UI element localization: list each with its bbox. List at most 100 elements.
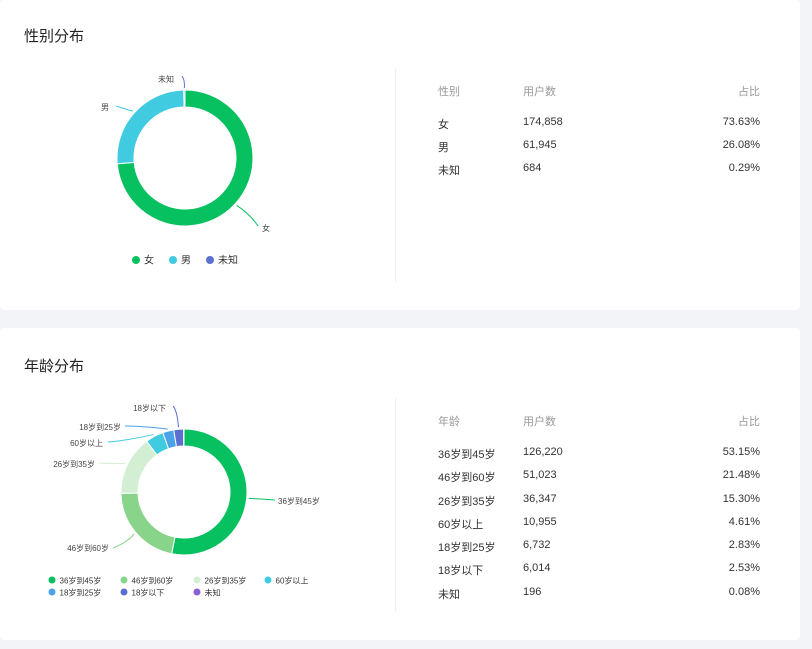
table-row: 26岁到35岁 36,347 15.30% bbox=[438, 493, 760, 516]
age-cell-label: 60岁以上 bbox=[438, 518, 484, 531]
gender-header-cell: 用户数 bbox=[523, 86, 556, 98]
legend-dot-icon bbox=[193, 588, 201, 596]
callout-line bbox=[115, 105, 134, 112]
age-divider bbox=[395, 398, 396, 612]
callout-label: 18岁到25岁 bbox=[79, 422, 121, 432]
gender-cell-count: 61,945 bbox=[523, 139, 557, 151]
callout-label: 18岁以下 bbox=[133, 403, 166, 413]
age-cell-pct: 15.30% bbox=[722, 492, 760, 505]
age-title: 年龄分布 bbox=[24, 358, 85, 375]
age-cell-count: 126,220 bbox=[523, 446, 563, 458]
age-cell-count: 36,347 bbox=[523, 492, 557, 505]
age-cell-count: 51,023 bbox=[523, 469, 557, 482]
table-row: 46岁到60岁 51,023 21.48% bbox=[438, 469, 760, 492]
donut-slice-0[interactable] bbox=[116, 89, 254, 227]
legend-label: 18岁到25岁 bbox=[60, 588, 102, 598]
age-table: 年龄 用户数 占比 36岁到45岁 126,220 53.15% 46岁到60岁 51,023… bbox=[438, 413, 760, 609]
callout-line bbox=[248, 497, 276, 501]
donut-slice-2[interactable] bbox=[183, 89, 186, 108]
gender-card: 性别分布 女男未知女男未知 性别 用户数 占比女 174,858 73.63% 男 61,9… bbox=[0, 0, 800, 310]
legend-label: 36岁到45岁 bbox=[60, 576, 102, 586]
legend-dot-icon bbox=[206, 256, 214, 264]
donut-slice-0[interactable] bbox=[171, 428, 248, 556]
gender-cell-pct: 73.63% bbox=[722, 116, 760, 128]
donut-slice-1[interactable] bbox=[116, 89, 185, 165]
legend-dot-icon bbox=[193, 576, 201, 584]
gender-title: 性别分布 bbox=[24, 28, 85, 45]
legend-label: 46岁到60岁 bbox=[132, 576, 174, 586]
legend-label: 18岁以下 bbox=[132, 588, 165, 598]
callout-line bbox=[107, 434, 154, 443]
legend-label: 男 bbox=[181, 255, 191, 267]
callout-label: 36岁到45岁 bbox=[278, 496, 320, 506]
age-cell-pct: 0.08% bbox=[728, 585, 760, 598]
callout-label: 女 bbox=[262, 223, 270, 233]
legend-label: 60岁以上 bbox=[276, 576, 309, 586]
age-card: 年龄分布 36岁到45岁 46岁到60岁 26岁到35岁 60岁以上 18岁到25岁 18… bbox=[0, 328, 800, 640]
callout-label: 46岁到60岁 bbox=[67, 543, 109, 553]
legend-item[interactable]: 46岁到60岁 bbox=[120, 576, 174, 586]
callout-label: 未知 bbox=[158, 74, 174, 84]
legend-dot-icon bbox=[169, 256, 177, 264]
gender-donut-chart: 女男未知女男未知 bbox=[101, 74, 270, 267]
callout-line bbox=[181, 75, 185, 89]
legend-item[interactable]: 男 bbox=[169, 255, 191, 267]
age-cell-pct: 2.53% bbox=[728, 562, 760, 575]
table-row: 18岁到25岁 6,732 2.83% bbox=[438, 539, 760, 562]
legend-dot-icon bbox=[48, 576, 56, 584]
age-cell-label: 18岁以下 bbox=[438, 565, 484, 578]
gender-cell-count: 684 bbox=[523, 162, 542, 174]
table-row: 男 61,945 26.08% bbox=[438, 139, 760, 162]
age-cell-label: 46岁到60岁 bbox=[438, 472, 496, 485]
callout-label: 26岁到35岁 bbox=[53, 459, 95, 469]
legend-item[interactable]: 36岁到45岁 bbox=[48, 576, 102, 586]
age-cell-label: 26岁到35岁 bbox=[438, 495, 496, 508]
callout-line bbox=[112, 533, 135, 549]
table-row: 女 174,858 73.63% bbox=[438, 116, 760, 139]
legend-item[interactable]: 18岁到25岁 bbox=[48, 588, 102, 598]
legend-item[interactable]: 18岁以下 bbox=[120, 588, 165, 598]
gender-cell-pct: 0.29% bbox=[728, 162, 760, 174]
donut-slice-2[interactable] bbox=[120, 440, 158, 494]
age-donut-chart: 36岁到45岁 46岁到60岁 26岁到35岁 60岁以上 18岁到25岁 18岁以下 36… bbox=[48, 403, 320, 598]
callout-line bbox=[98, 462, 126, 465]
age-cell-count: 10,955 bbox=[523, 515, 557, 528]
gender-divider bbox=[395, 68, 396, 282]
donut-slice-1[interactable] bbox=[120, 492, 176, 555]
legend-dot-icon bbox=[120, 576, 128, 584]
table-row: 18岁以下 6,014 2.53% bbox=[438, 562, 760, 585]
age-cell-label: 36岁到45岁 bbox=[438, 449, 496, 461]
age-cell-count: 6,014 bbox=[523, 562, 551, 575]
age-header-cell: 用户数 bbox=[523, 416, 556, 428]
legend-item[interactable]: 未知 bbox=[193, 588, 221, 598]
gender-header-cell: 占比 bbox=[738, 86, 760, 98]
legend-dot-icon bbox=[264, 576, 272, 584]
callout-line bbox=[124, 425, 168, 430]
age-header-cell: 占比 bbox=[738, 416, 760, 428]
gender-cell-label: 未知 bbox=[438, 165, 460, 177]
legend-item[interactable]: 60岁以上 bbox=[264, 576, 309, 586]
callout-line bbox=[236, 204, 259, 227]
legend-item[interactable]: 26岁到35岁 bbox=[193, 576, 247, 586]
table-row: 36岁到45岁 126,220 53.15% bbox=[438, 446, 760, 469]
age-table-header: 年龄 用户数 占比 bbox=[438, 413, 760, 446]
callout-line bbox=[172, 405, 179, 428]
legend-dot-icon bbox=[48, 588, 56, 596]
legend-item[interactable]: 未知 bbox=[206, 254, 238, 267]
age-cell-label: 未知 bbox=[438, 588, 460, 601]
legend-label: 未知 bbox=[218, 254, 238, 267]
callout-label: 男 bbox=[101, 103, 109, 112]
legend-label: 未知 bbox=[205, 588, 221, 598]
age-cell-label: 18岁到25岁 bbox=[438, 542, 496, 555]
table-row: 60岁以上 10,955 4.61% bbox=[438, 516, 760, 539]
legend-label: 26岁到35岁 bbox=[205, 576, 247, 586]
table-row: 未知 196 0.08% bbox=[438, 586, 760, 609]
legend-label: 女 bbox=[144, 254, 154, 267]
gender-cell-count: 174,858 bbox=[523, 116, 563, 128]
gender-table: 性别 用户数 占比女 174,858 73.63% 男 61,945 26.08% 未知 684 0… bbox=[438, 83, 760, 185]
legend-dot-icon bbox=[120, 588, 128, 596]
legend-item[interactable]: 女 bbox=[132, 254, 154, 267]
callout-label: 60岁以上 bbox=[70, 438, 103, 448]
age-cell-pct: 2.83% bbox=[728, 539, 760, 552]
gender-cell-label: 男 bbox=[438, 142, 449, 154]
